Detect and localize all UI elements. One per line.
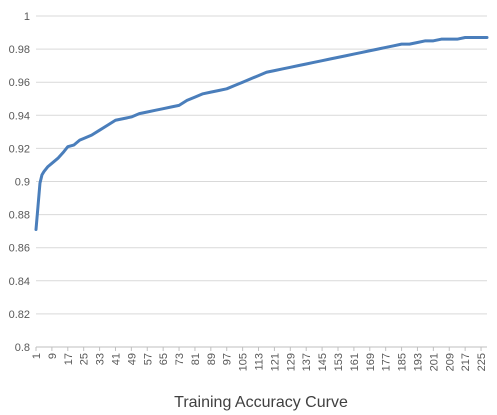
x-tick-label: 129	[285, 353, 297, 371]
series-line-0	[34, 36, 489, 231]
x-tick-label: 145	[317, 353, 329, 371]
x-tick-label: 177	[381, 353, 393, 371]
x-tick-label: 57	[142, 353, 154, 365]
series-layer	[34, 36, 489, 231]
y-tick-label: 1	[24, 11, 30, 23]
y-tick-label: 0.8	[15, 342, 30, 354]
x-tick-label: 81	[190, 353, 202, 365]
x-tick-label: 97	[222, 353, 234, 365]
x-tick-label: 169	[365, 353, 377, 371]
x-tick-label: 225	[476, 353, 488, 371]
x-tick-label: 105	[238, 353, 250, 371]
y-tick-label: 0.86	[9, 243, 30, 255]
x-tick-label: 121	[269, 353, 281, 371]
chart-title: Training Accuracy Curve	[174, 394, 348, 411]
x-tick-label: 209	[444, 353, 456, 371]
x-tick-label: 1	[31, 353, 43, 359]
y-tick-label: 0.98	[9, 44, 30, 56]
x-tick-label: 201	[428, 353, 440, 371]
x-tick-label: 9	[47, 353, 59, 359]
y-tick-label: 0.84	[9, 276, 30, 288]
x-tick-label: 25	[79, 353, 91, 365]
x-axis: 1 9 17 25 33 41 49 57 65 73 81 89 97 105 113 121 129 137 1…	[31, 346, 488, 371]
x-tick-label: 73	[174, 353, 186, 365]
y-axis: 0.8 0.82 0.84 0.86 0.88 0.9 0.92 0.94 0.96 0.98 1	[9, 11, 30, 354]
x-tick-label: 49	[126, 353, 138, 365]
x-tick-label: 193	[412, 353, 424, 371]
y-tick-label: 0.82	[9, 309, 30, 321]
y-tick-label: 0.9	[15, 177, 30, 189]
y-tick-label: 0.92	[9, 143, 30, 155]
gridlines	[36, 15, 487, 348]
x-tick-label: 33	[95, 353, 107, 365]
x-tick-label: 185	[397, 353, 409, 371]
x-tick-label: 161	[349, 353, 361, 371]
x-tick-label: 41	[110, 353, 122, 365]
x-tick-label: 217	[460, 353, 472, 371]
x-tick-label: 17	[63, 353, 75, 365]
x-tick-label: 153	[333, 353, 345, 371]
x-tick-label: 113	[254, 353, 266, 371]
x-tick-label: 137	[301, 353, 313, 371]
y-tick-label: 0.88	[9, 210, 30, 222]
y-tick-label: 0.94	[9, 110, 30, 122]
x-tick-label: 65	[158, 353, 170, 365]
x-tick-label: 89	[206, 353, 218, 365]
y-tick-label: 0.96	[9, 77, 30, 89]
